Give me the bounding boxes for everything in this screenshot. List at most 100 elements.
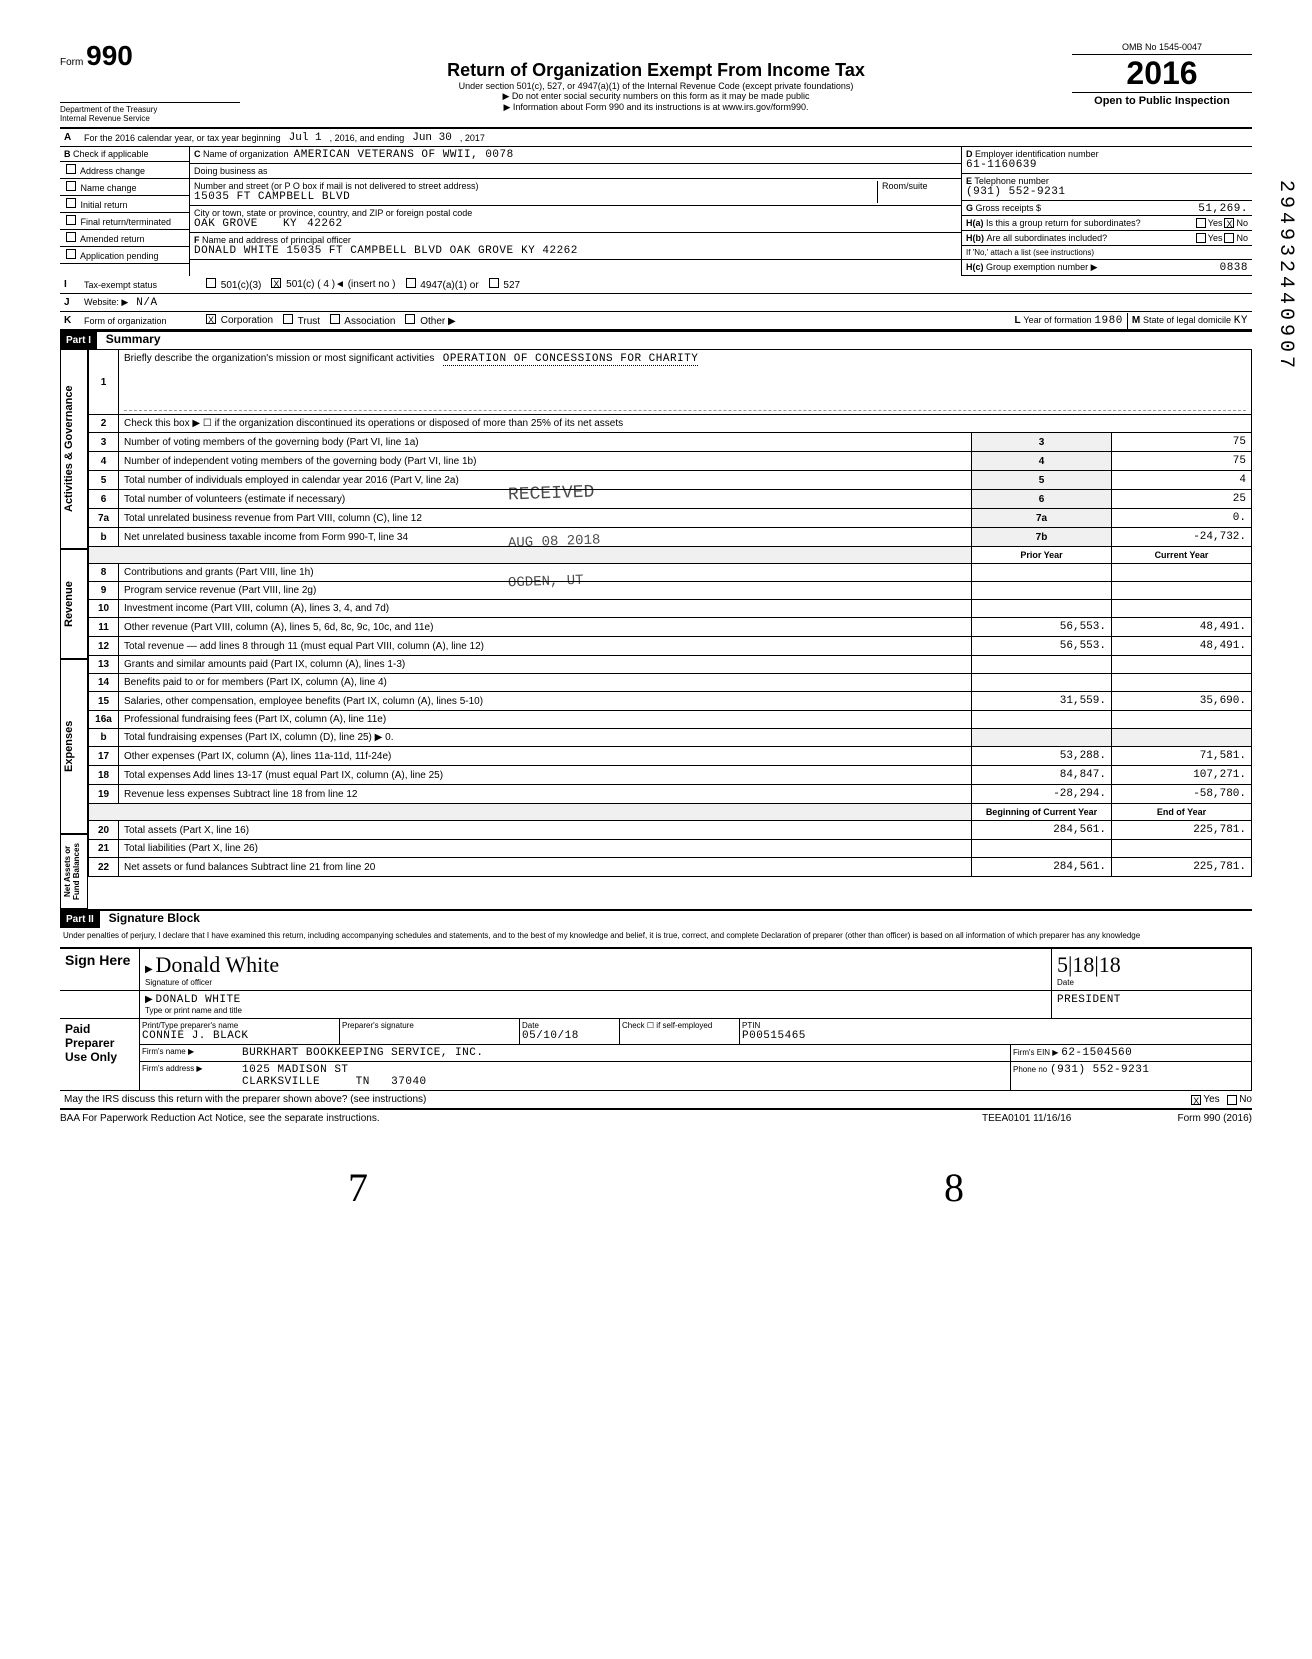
part-1-title: Summary xyxy=(100,329,167,349)
form-title: Return of Organization Exempt From Incom… xyxy=(260,60,1052,81)
rev-row-12: 12Total revenue — add lines 8 through 11… xyxy=(89,637,1252,656)
line-a-label: A xyxy=(60,130,80,145)
ptin-value: P00515465 xyxy=(742,1030,1249,1042)
prep-name: CONNIE J. BLACK xyxy=(142,1030,337,1042)
exp-row-17: 17Other expenses (Part IX, column (A), l… xyxy=(89,747,1252,766)
line-1-num: 1 xyxy=(89,350,119,415)
check-0: Address change xyxy=(60,162,189,179)
discuss-no-check[interactable] xyxy=(1227,1095,1237,1105)
website-value: N/A xyxy=(132,295,161,311)
form-org-check-2[interactable] xyxy=(330,314,340,324)
ha-text: Is this a group return for subordinates? xyxy=(986,218,1194,228)
begin-year-header: Beginning of Current Year xyxy=(972,804,1112,821)
summary-section: Activities & Governance Revenue Expenses… xyxy=(60,349,1252,909)
gov-row-7a: 7aTotal unrelated business revenue from … xyxy=(89,509,1252,528)
tax-status-opt-2: 4947(a)(1) or xyxy=(404,278,479,291)
form-org-label: Form of organization xyxy=(80,314,200,328)
rev-row-10: 10Investment income (Part VIII, column (… xyxy=(89,600,1252,618)
org-name-label: Name of organization xyxy=(203,149,289,159)
discuss-yes-check[interactable]: X xyxy=(1191,1095,1201,1105)
handwrite-2: 8 xyxy=(944,1164,964,1211)
tax-begin: Jul 1 xyxy=(285,130,326,146)
ha-no: No xyxy=(1236,218,1248,228)
vert-expenses: Expenses xyxy=(60,659,88,834)
hb-no-check[interactable] xyxy=(1224,233,1234,243)
net-row-20: 20Total assets (Part X, line 16)284,561.… xyxy=(89,821,1252,840)
check-box-4[interactable] xyxy=(66,232,76,242)
sig-date: 5|18|18 xyxy=(1057,952,1246,978)
officer-name: DONALD WHITE xyxy=(155,994,240,1006)
ha-yes-check[interactable] xyxy=(1196,218,1206,228)
gov-row-3: 3Number of voting members of the governi… xyxy=(89,433,1252,452)
line-1-text: Briefly describe the organization's miss… xyxy=(124,353,434,364)
discuss-no: No xyxy=(1239,1094,1252,1105)
firm-name-label: Firm's name ▶ xyxy=(140,1045,240,1061)
exp-row-15: 15Salaries, other compensation, employee… xyxy=(89,692,1252,711)
hb-no: No xyxy=(1236,233,1248,243)
city-label: City or town, state or province, country… xyxy=(194,208,957,218)
exp-row-13: 13Grants and similar amounts paid (Part … xyxy=(89,656,1252,674)
tax-status-check-0[interactable] xyxy=(206,278,216,288)
hc-value: 0838 xyxy=(1220,262,1248,274)
check-box-2[interactable] xyxy=(66,198,76,208)
org-name: AMERICAN VETERANS OF WWII, 0078 xyxy=(294,149,514,161)
e-label: E xyxy=(966,176,972,186)
firm-name: BURKHART BOOKKEEPING SERVICE, INC. xyxy=(240,1045,1011,1061)
check-box-5[interactable] xyxy=(66,249,76,259)
hc-text: Group exemption number ▶ xyxy=(986,262,1097,272)
rev-row-8: 8Contributions and grants (Part VIII, li… xyxy=(89,564,1252,582)
vert-net-assets: Net Assets or Fund Balances xyxy=(60,834,88,909)
i-label: I xyxy=(60,277,80,292)
form-header: Form 990 Department of the Treasury Inte… xyxy=(60,40,1252,129)
rev-row-11: 11Other revenue (Part VIII, column (A), … xyxy=(89,618,1252,637)
line-2-text: Check this box ▶ ☐ if the organization d… xyxy=(119,415,1252,433)
check-box-0[interactable] xyxy=(66,164,76,174)
discuss-text: May the IRS discuss this return with the… xyxy=(60,1092,1189,1107)
tax-status-check-2[interactable] xyxy=(406,278,416,288)
hb-yes-check[interactable] xyxy=(1196,233,1206,243)
officer-label: Name and address of principal officer xyxy=(202,235,351,245)
hc-label: H(c) xyxy=(966,262,984,272)
footer-teea: TEEA0101 11/16/16 xyxy=(982,1113,1132,1124)
dba-label: Doing business as xyxy=(194,166,268,176)
prep-name-label: Print/Type preparer's name xyxy=(142,1021,337,1030)
tel-value: (931) 552-9231 xyxy=(966,186,1065,198)
ha-no-check[interactable]: X xyxy=(1224,218,1234,228)
mission-value: OPERATION OF CONCESSIONS FOR CHARITY xyxy=(443,353,699,366)
prior-year-header: Prior Year xyxy=(972,547,1112,564)
check-box-1[interactable] xyxy=(66,181,76,191)
perjury-text: Under penalties of perjury, I declare th… xyxy=(60,928,1252,943)
vert-governance: Activities & Governance xyxy=(60,349,88,549)
exp-row-19: 19Revenue less expenses Subtract line 18… xyxy=(89,785,1252,804)
officer-value: DONALD WHITE 15035 FT CAMPBELL BLVD OAK … xyxy=(194,245,514,257)
balance-header-row: Beginning of Current Year End of Year xyxy=(89,804,1252,821)
g-label: G xyxy=(966,203,973,213)
net-row-21: 21Total liabilities (Part X, line 26) xyxy=(89,840,1252,858)
hb-sub: If 'No,' attach a list (see instructions… xyxy=(962,246,1252,260)
gov-row-b: bNet unrelated business taxable income f… xyxy=(89,528,1252,547)
check-box-3[interactable] xyxy=(66,215,76,225)
tax-status-opt-1: X 501(c) ( 4 )◄ (insert no ) xyxy=(269,278,395,291)
year-header-row: Prior Year Current Year xyxy=(89,547,1252,564)
handwrite-1: 7 xyxy=(348,1164,368,1211)
form-prefix: Form xyxy=(60,57,83,68)
form-org-check-3[interactable] xyxy=(405,314,415,324)
line-i: I Tax-exempt status 501(c)(3)X 501(c) ( … xyxy=(60,276,1252,294)
tax-status-check-1[interactable]: X xyxy=(271,278,281,288)
check-5: Application pending xyxy=(60,247,189,264)
form-subtitle-2: ▶ Do not enter social security numbers o… xyxy=(260,91,1052,102)
open-public: Open to Public Inspection xyxy=(1072,93,1252,109)
dept-treasury: Department of the Treasury xyxy=(60,105,240,114)
ha-label: H(a) xyxy=(966,218,984,228)
form-org-opt-2: Association xyxy=(328,314,395,327)
check-2: Initial return xyxy=(60,196,189,213)
signature-block: Sign Here ▶ Donald White Signature of of… xyxy=(60,947,1252,1091)
self-emp-label: Check ☐ if self-employed xyxy=(620,1019,740,1044)
check-1: Name change xyxy=(60,179,189,196)
form-org-check-0[interactable]: X xyxy=(206,314,216,324)
end-year-header: End of Year xyxy=(1112,804,1252,821)
form-org-check-1[interactable] xyxy=(283,314,293,324)
year-formation-label: Year of formation xyxy=(1023,315,1091,325)
form-subtitle-3: ▶ Information about Form 990 and its ins… xyxy=(260,102,1052,113)
tax-status-check-3[interactable] xyxy=(489,278,499,288)
